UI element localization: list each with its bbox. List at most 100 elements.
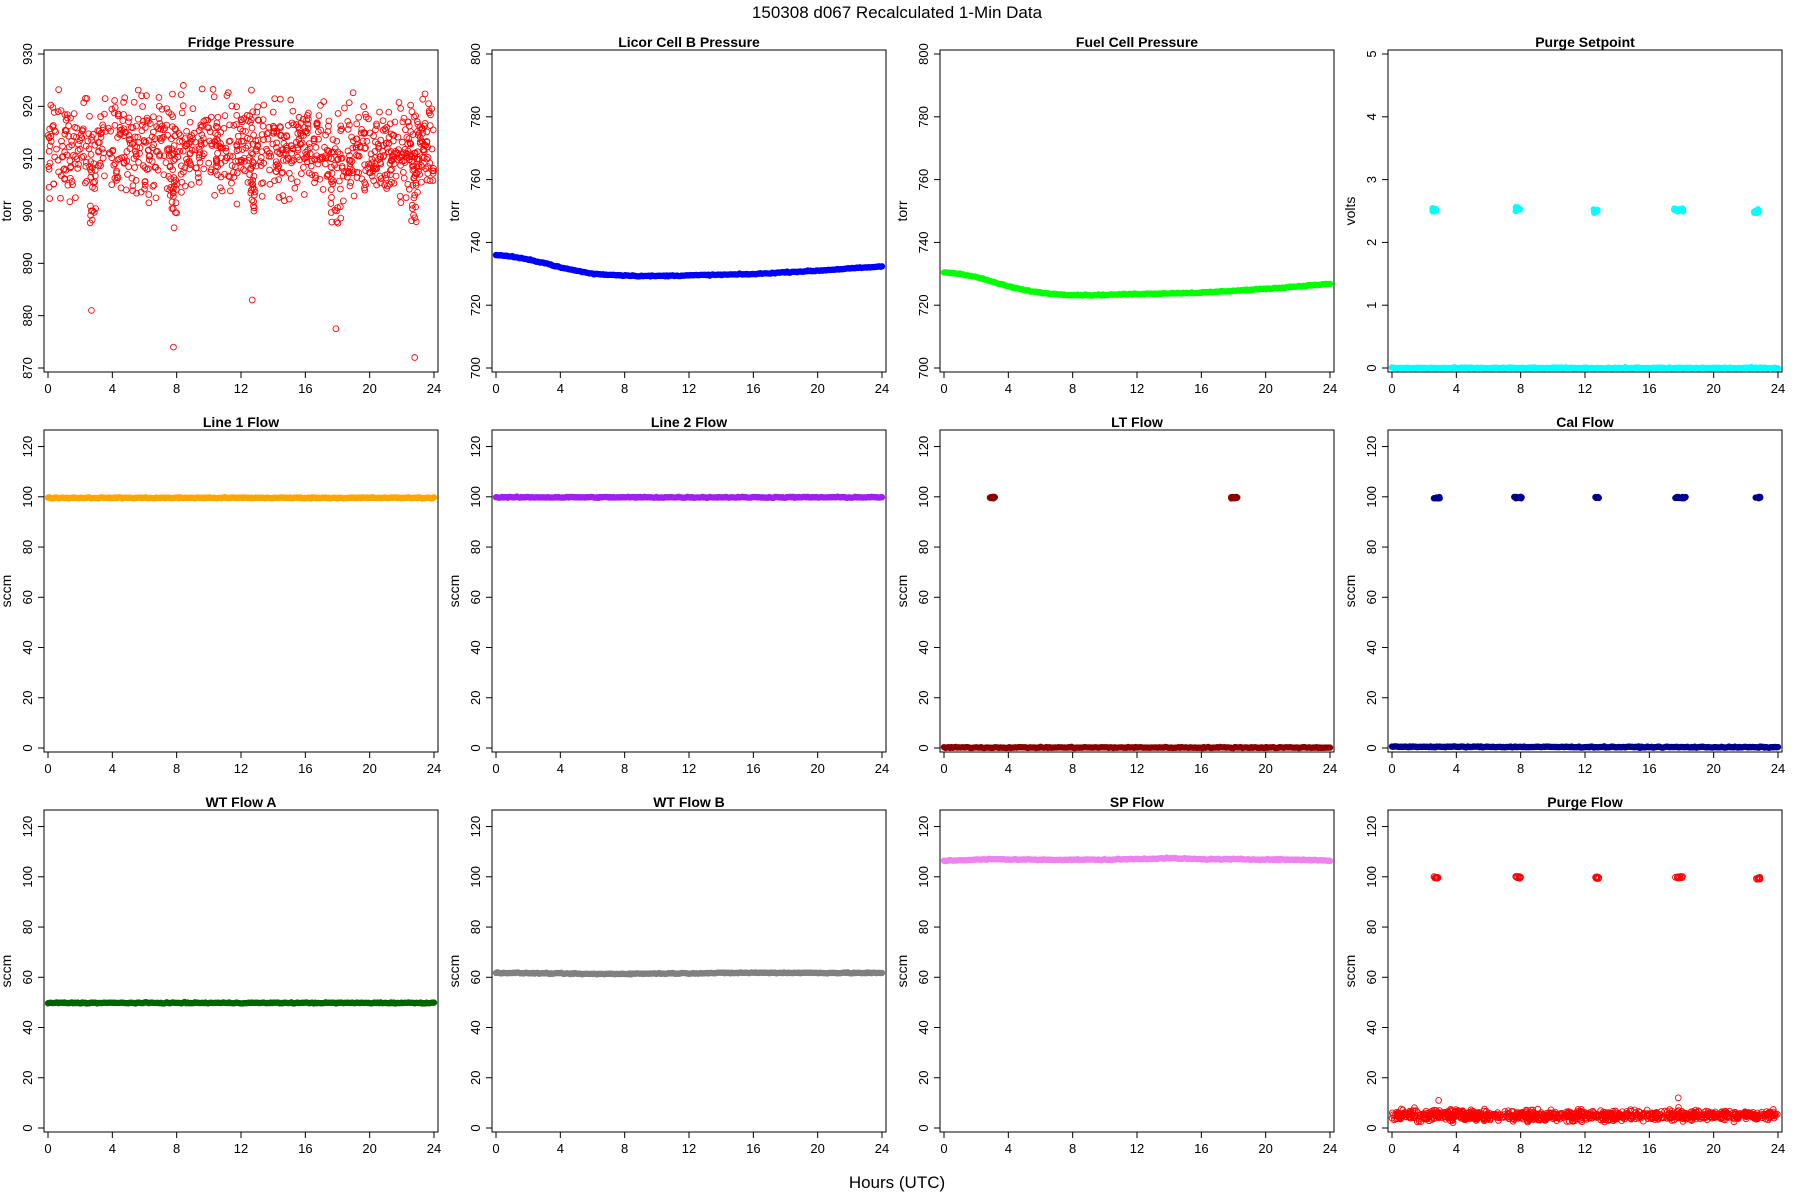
- data-point: [228, 179, 235, 187]
- data-point: [412, 203, 419, 211]
- data-point: [98, 145, 106, 153]
- data-point: [174, 153, 182, 161]
- y-tick-label: 740: [916, 232, 931, 254]
- data-point: [249, 158, 257, 166]
- data-point: [1678, 494, 1686, 502]
- panel-title: Fridge Pressure: [188, 34, 295, 50]
- data-point: [404, 180, 412, 188]
- data-point: [428, 145, 436, 153]
- panel-title: WT Flow B: [653, 794, 725, 810]
- data-point: [145, 191, 153, 198]
- data-point: [187, 181, 195, 188]
- data-point: [421, 122, 428, 130]
- y-tick-label: 870: [20, 357, 35, 379]
- data-point: [388, 178, 395, 186]
- data-point: [69, 181, 76, 189]
- data-point: [274, 165, 282, 172]
- data-point: [414, 127, 421, 135]
- data-point: [1232, 493, 1240, 501]
- data-point: [53, 145, 60, 153]
- data-point: [169, 205, 177, 212]
- x-tick-label: 12: [1578, 1141, 1592, 1156]
- data-point: [293, 138, 300, 146]
- y-tick-label: 100: [20, 486, 35, 508]
- plot-frame: [491, 429, 887, 753]
- y-tick-label: 900: [20, 200, 35, 222]
- data-point: [403, 154, 411, 161]
- data-point: [88, 216, 96, 224]
- data-point: [353, 174, 361, 181]
- data-point: [394, 133, 402, 141]
- y-tick-label: 700: [468, 357, 483, 379]
- y-axis-label: sccm: [1342, 955, 1358, 988]
- y-tick-label: 0: [468, 744, 483, 751]
- data-point: [88, 133, 96, 141]
- data-point: [211, 191, 218, 199]
- data-point: [248, 124, 256, 132]
- data-point: [422, 142, 429, 149]
- data-point: [252, 147, 260, 155]
- data-point: [82, 163, 90, 170]
- data-point: [355, 113, 362, 121]
- y-tick-label: 60: [20, 970, 35, 984]
- data-point: [288, 119, 296, 127]
- data-point: [337, 214, 345, 222]
- data-point: [45, 134, 53, 141]
- data-point: [322, 152, 329, 160]
- data-point: [111, 121, 119, 129]
- data-point: [170, 224, 178, 232]
- data-point: [225, 172, 232, 180]
- y-tick-label: 120: [468, 816, 483, 838]
- data-point: [168, 205, 176, 212]
- y-tick-label: 40: [1364, 1020, 1379, 1034]
- data-point: [352, 144, 360, 152]
- x-tick-label: 16: [1194, 1141, 1208, 1156]
- data-point: [397, 162, 404, 169]
- data-point: [408, 153, 416, 160]
- data-point: [228, 102, 236, 110]
- x-tick-label: 20: [1706, 761, 1720, 776]
- y-tick-label: 100: [468, 866, 483, 888]
- data-point: [113, 177, 120, 184]
- data-point: [283, 132, 290, 139]
- data-point: [68, 141, 76, 149]
- x-tick-label: 0: [1388, 761, 1395, 776]
- y-tick-label: 120: [1364, 816, 1379, 838]
- data-point: [247, 178, 255, 186]
- data-point: [346, 152, 353, 159]
- plot-frame: [1387, 49, 1783, 373]
- data-point: [163, 121, 170, 129]
- data-point: [196, 149, 204, 156]
- data-point: [294, 153, 301, 161]
- panel-title: Fuel Cell Pressure: [1076, 34, 1198, 50]
- data-point: [101, 172, 108, 180]
- data-point: [322, 131, 329, 139]
- data-point: [295, 113, 303, 121]
- data-point: [234, 132, 242, 140]
- data-point: [420, 148, 428, 155]
- data-point: [382, 174, 390, 182]
- data-point: [383, 185, 391, 192]
- y-tick-label: 80: [1364, 920, 1379, 934]
- x-tick-label: 20: [362, 761, 376, 776]
- data-point: [280, 140, 288, 147]
- y-tick-label: 0: [20, 744, 35, 751]
- data-point: [1326, 280, 1334, 288]
- data-point: [198, 85, 206, 93]
- data-point: [409, 205, 416, 212]
- data-point: [260, 159, 268, 167]
- data-point: [362, 181, 370, 189]
- data-point: [246, 154, 253, 161]
- data-point: [1592, 494, 1600, 501]
- plot-frame: [939, 429, 1335, 753]
- data-point: [155, 94, 163, 101]
- data-point: [141, 185, 148, 193]
- data-point: [45, 147, 53, 155]
- data-point: [294, 130, 302, 137]
- data-point: [136, 144, 144, 152]
- data-point: [416, 124, 424, 131]
- data-point: [131, 164, 138, 171]
- data-point: [425, 109, 433, 117]
- data-point: [167, 175, 175, 183]
- data-point: [258, 192, 266, 200]
